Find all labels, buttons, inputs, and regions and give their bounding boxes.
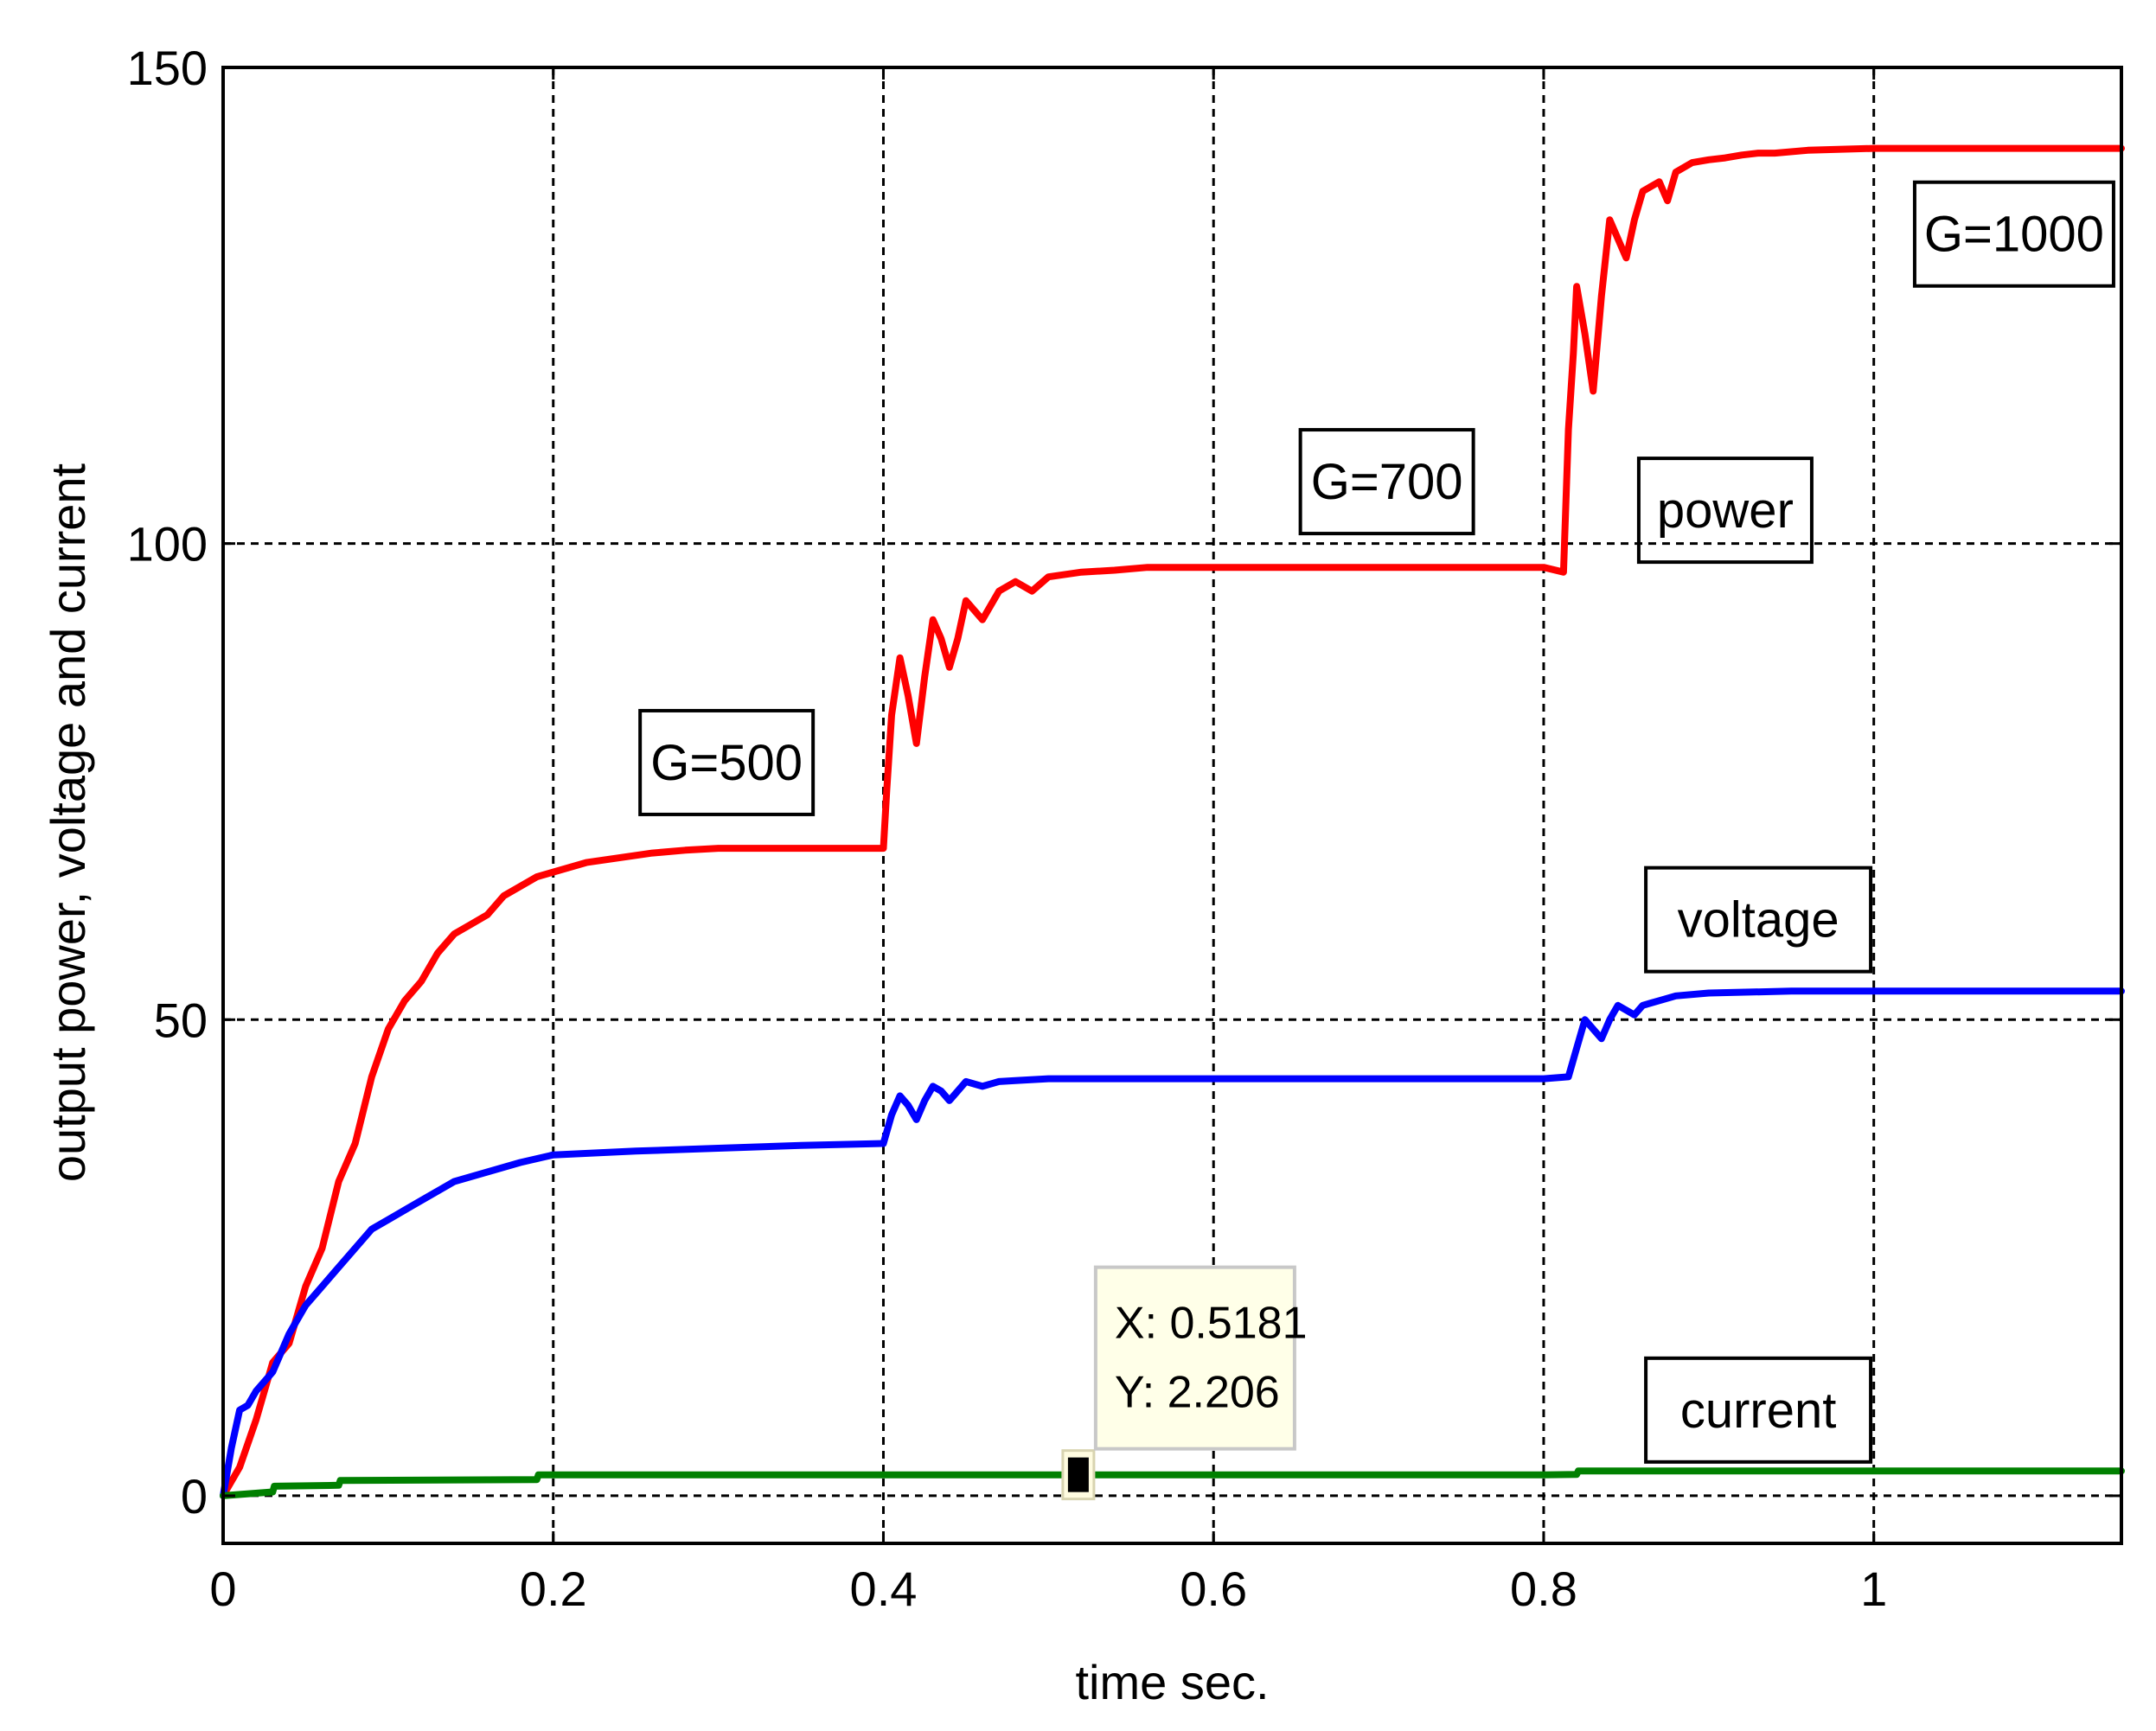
annotation-box: voltage [1644,866,1873,974]
series-lines [220,144,2125,1499]
annotation-frame [1298,428,1475,536]
series-line-current [220,1467,2125,1499]
annotation-label: current [1680,1383,1837,1439]
annotation-frame [1644,866,1873,974]
datatip-y: Y: 2.206 [1115,1368,1280,1418]
annotation-label: voltage [1678,892,1839,949]
datatip-x: X: 0.5181 [1115,1299,1308,1349]
datatip-box [1093,1265,1296,1451]
x-tick-label: 0.8 [1510,1562,1577,1616]
annotation-frame [638,708,816,816]
datatip-marker[interactable] [1067,1457,1089,1492]
x-tick-label: 1 [1860,1562,1887,1616]
annotation-box: G=700 [1298,428,1475,536]
y-tick-label: 150 [127,41,208,95]
x-tick-label: 0 [209,1562,236,1616]
axis-ticks: 0 0.2 0.4 0.6 0.8 1 0 50 100 150 [127,41,2121,1616]
y-tick-label: 50 [154,993,208,1047]
y-tick-label: 100 [127,517,208,572]
annotation-label: G=700 [1311,454,1463,510]
annotation-box: G=1000 [1912,180,2115,288]
series-line-power [220,144,2125,1499]
annotation-frame [1912,180,2115,288]
x-tick-label: 0.4 [850,1562,918,1616]
annotations: G=500 G=700 power G=1000 voltage current [638,180,2115,1464]
x-axis-label: time sec. [1075,1655,1269,1709]
axes-frame [221,66,2123,1545]
annotation-frame [1644,1356,1873,1464]
annotation-label: G=500 [650,735,803,791]
annotation-frame [1636,457,1814,565]
annotation-label: power [1657,482,1794,539]
x-tick-label: 0.6 [1180,1562,1247,1616]
data-tip[interactable]: X: 0.5181 Y: 2.206 [1061,1265,1308,1501]
annotation-label: G=1000 [1924,207,2104,263]
annotation-box: power [1636,457,1814,565]
y-tick-label: 0 [181,1469,208,1523]
y-axis-label: output power, voltage and current [41,463,95,1182]
series-line-voltage [220,987,2125,1499]
annotation-box: G=500 [638,708,816,816]
x-tick-label: 0.2 [520,1562,587,1616]
annotation-box: current [1644,1356,1873,1464]
